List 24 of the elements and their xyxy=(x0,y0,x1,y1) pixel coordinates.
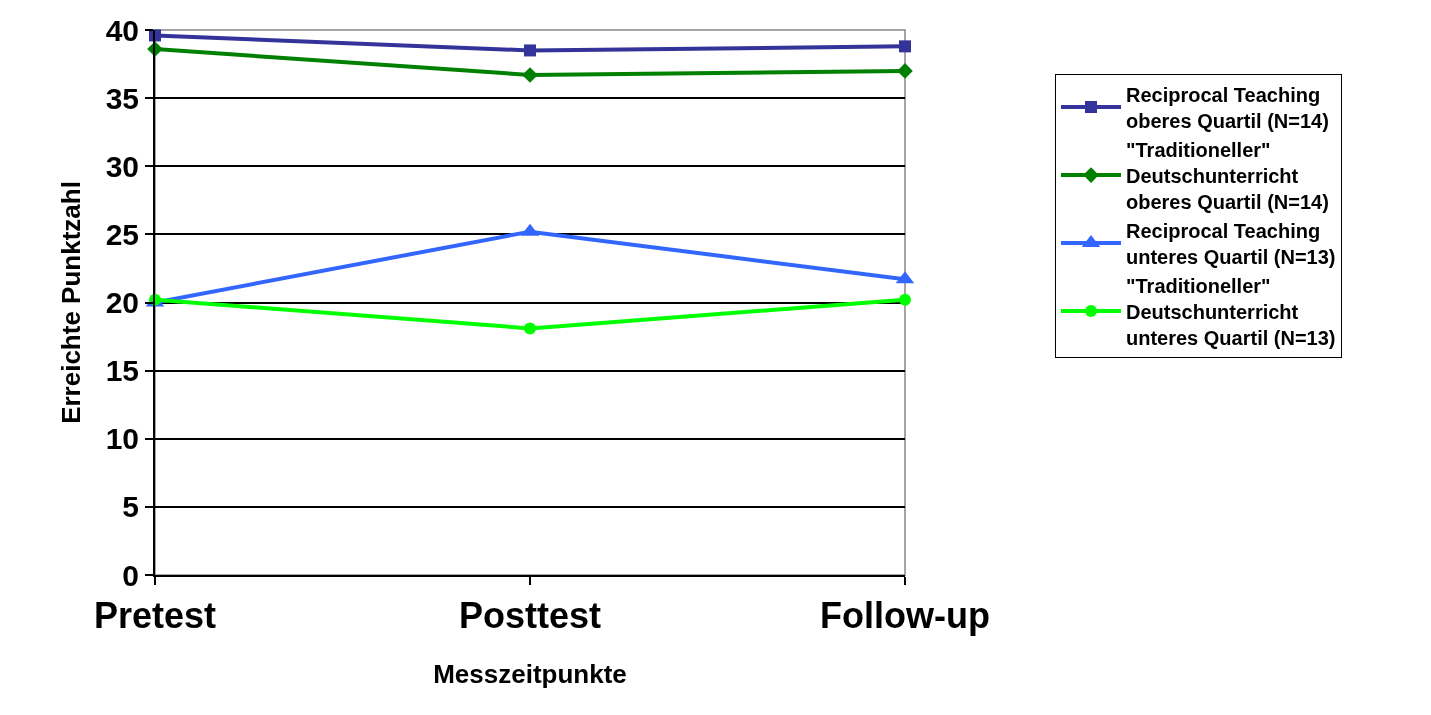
y-tick-label: 0 xyxy=(122,558,139,592)
legend-label: "Traditioneller" Deutschunterricht unteres Quartil (N=13) xyxy=(1126,274,1336,349)
point xyxy=(522,67,538,83)
x-axis-title: Messzeitpunkte xyxy=(433,659,627,690)
y-tick-label: 25 xyxy=(105,217,139,251)
y-tick-label: 10 xyxy=(105,422,139,456)
x-tick-label: Pretest xyxy=(93,595,217,637)
legend-label: Reciprocal Teaching unteres Quartil (N=13) xyxy=(1126,219,1336,268)
legend-label: "Traditioneller" Deutschunterricht oberes Quartil (N=14) xyxy=(1126,138,1329,213)
y-tick-label: 5 xyxy=(122,490,139,524)
point xyxy=(897,63,913,79)
y-tick-label: 20 xyxy=(105,286,139,319)
point xyxy=(524,44,536,57)
y-tick-label: 35 xyxy=(105,81,139,115)
x-tick-label: Posttest xyxy=(458,595,602,637)
point xyxy=(899,293,911,306)
y-tick-label: 15 xyxy=(105,354,139,388)
y-tick-label: 40 xyxy=(105,13,139,47)
x-tick-label: Follow-up xyxy=(820,595,990,637)
y-axis-title: Erreichte Punktzahl xyxy=(55,181,86,424)
point xyxy=(524,322,536,335)
legend-label: Reciprocal Teaching oberes Quartil (N=14) xyxy=(1126,83,1329,132)
point xyxy=(899,40,911,53)
y-tick-label: 30 xyxy=(105,149,139,183)
